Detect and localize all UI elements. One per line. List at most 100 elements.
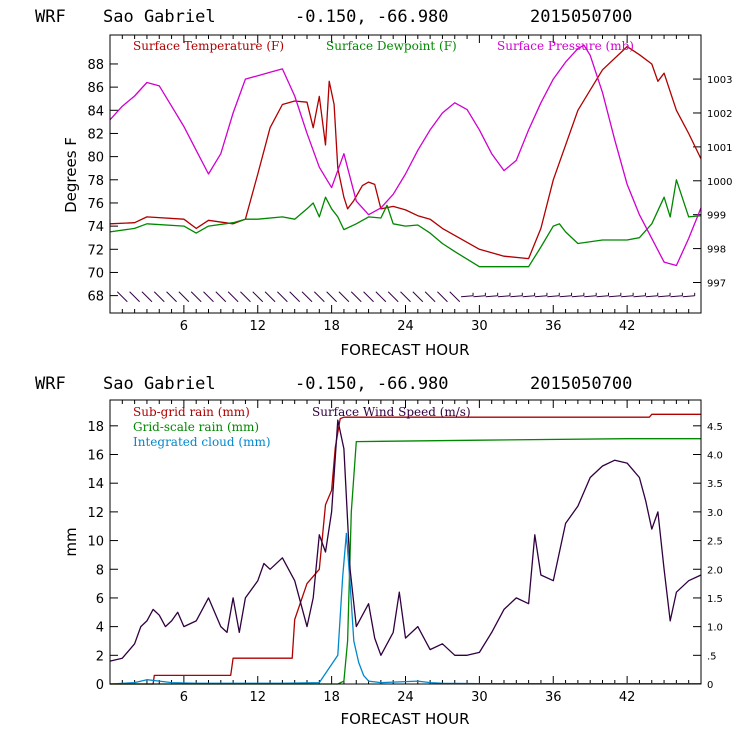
top-header-coords: -0.150, -66.980 xyxy=(295,7,449,27)
top-y-tick-label: 78 xyxy=(87,174,104,189)
bot-y-tick-label: 10 xyxy=(87,535,104,550)
top-x-tick-label: 18 xyxy=(323,319,340,334)
wind-barb xyxy=(277,291,288,303)
wind-barb xyxy=(461,295,474,298)
top-y-tick-label: 68 xyxy=(87,290,104,305)
top-y-tick-label: 74 xyxy=(87,220,104,235)
top-series-surface-pressure-mb xyxy=(109,44,702,267)
wind-barb xyxy=(338,291,350,303)
wind-barb xyxy=(497,295,511,298)
top-series-surface-temperature-f xyxy=(109,45,702,260)
bottom-left-axis-labels: 0 2 4 6 8 10 12 14 16 18 xyxy=(87,420,104,693)
bot-y-tick-label: 2 xyxy=(96,649,104,664)
wind-barb xyxy=(608,295,621,298)
wind-barb xyxy=(571,295,584,298)
legend-subgrid-rain: Sub-grid rain (mm) xyxy=(133,405,250,419)
wind-barb xyxy=(153,291,165,303)
legend-surface-wind-speed: Surface Wind Speed (m/s) xyxy=(312,405,471,419)
top-y-tick-label: 82 xyxy=(87,127,104,142)
wind-barb xyxy=(522,295,535,298)
wind-barb xyxy=(240,291,251,303)
bottom-plot-frame xyxy=(109,399,702,685)
top-y-tick-label: 72 xyxy=(87,243,104,258)
bot-y2-tick-label: 4.5 xyxy=(707,422,723,433)
top-y2-tick-label: 999 xyxy=(707,211,726,222)
wind-barb xyxy=(375,291,387,303)
bottom-header-run: 2015050700 xyxy=(530,374,632,394)
top-tick-marks xyxy=(110,35,701,313)
top-x-tick-label: 42 xyxy=(619,319,636,334)
bot-y-tick-label: 0 xyxy=(96,678,104,693)
wind-barb xyxy=(326,291,337,303)
wind-barb xyxy=(559,295,572,298)
bottom-header-model: WRF xyxy=(35,374,66,394)
legend-integrated-cloud: Integrated cloud (mm) xyxy=(133,435,271,449)
bot-y2-tick-label: 1.5 xyxy=(707,594,723,605)
top-y-tick-label: 88 xyxy=(87,58,104,73)
bottom-right-axis-labels: 0 .5 1.0 1.5 2.0 2.5 3.0 3.5 4.0 4.5 xyxy=(707,422,723,691)
bot-y-tick-label: 14 xyxy=(87,477,104,492)
wind-barb xyxy=(633,295,646,298)
wind-barb xyxy=(670,295,683,298)
top-y-tick-label: 70 xyxy=(87,266,104,281)
legend-surface-dewpoint: Surface Dewpoint (F) xyxy=(326,39,457,53)
top-x-tick-label: 6 xyxy=(180,319,188,334)
bot-x-tick-label: 12 xyxy=(249,690,266,705)
wind-barb xyxy=(116,291,128,303)
legend-surface-temperature: Surface Temperature (F) xyxy=(133,39,284,53)
top-y2-tick-label: 1002 xyxy=(707,109,732,120)
temperature-panel: 68 70 72 74 76 78 80 82 84 86 88 997 998 999 1000 1001… xyxy=(62,34,732,359)
top-y2-tick-label: 998 xyxy=(707,245,726,256)
legend-gridscale-rain: Grid-scale rain (mm) xyxy=(133,420,259,434)
top-y-tick-label: 80 xyxy=(87,151,104,166)
bottom-header-location: Sao Gabriel xyxy=(103,374,216,394)
bottom-series-lines xyxy=(109,413,702,685)
wind-barb xyxy=(252,291,264,303)
top-y2-tick-label: 1003 xyxy=(707,75,732,86)
top-header-location: Sao Gabriel xyxy=(103,7,216,27)
wind-barb xyxy=(584,295,597,298)
wind-barb xyxy=(449,291,461,303)
bot-y2-tick-label: 3.0 xyxy=(707,508,723,519)
top-y-tick-label: 76 xyxy=(87,197,104,212)
bot-x-tick-label: 36 xyxy=(545,690,562,705)
top-header-model: WRF xyxy=(35,7,66,27)
wind-barb xyxy=(190,291,202,303)
top-y-axis-label: Degrees F xyxy=(62,137,80,213)
bot-y2-tick-label: 3.5 xyxy=(707,479,723,490)
top-left-axis-labels: 68 70 72 74 76 78 80 82 84 86 88 xyxy=(87,58,104,305)
bot-y2-tick-label: 4.0 xyxy=(707,451,723,462)
top-y-tick-label: 86 xyxy=(87,81,104,96)
bot-y-tick-label: 16 xyxy=(87,449,104,464)
bot-x-tick-label: 18 xyxy=(323,690,340,705)
wind-barb xyxy=(437,291,448,303)
bot-y2-tick-label: .5 xyxy=(707,651,717,662)
wind-barb xyxy=(301,291,313,303)
wind-barb xyxy=(596,295,609,298)
bot-series-surface-wind-speed-m-s xyxy=(109,419,702,662)
wind-barb xyxy=(350,291,362,303)
top-x-tick-label: 36 xyxy=(545,319,562,334)
legend-surface-pressure: Surface Pressure (mb) xyxy=(497,39,634,53)
wind-barb xyxy=(289,291,301,303)
top-x-axis-labels: 6 12 18 24 30 36 42 xyxy=(180,319,636,334)
wind-barb xyxy=(215,291,227,303)
wind-barb xyxy=(203,291,214,303)
wind-barb xyxy=(313,291,325,303)
wind-barb xyxy=(387,291,399,303)
wind-barb xyxy=(534,295,547,298)
top-plot-frame xyxy=(109,34,702,314)
wind-barb xyxy=(363,291,374,303)
bot-y-tick-label: 12 xyxy=(87,506,104,521)
top-right-axis-labels: 997 998 999 1000 1001 1002 1003 xyxy=(707,75,732,289)
bot-x-tick-label: 6 xyxy=(180,690,188,705)
wind-barb xyxy=(645,295,658,298)
bot-series-integrated-cloud-mm xyxy=(109,532,701,685)
bot-y-tick-label: 18 xyxy=(87,420,104,435)
wind-barb xyxy=(547,295,560,298)
top-y-tick-label: 84 xyxy=(87,104,104,119)
bottom-x-axis-labels: 6 12 18 24 30 36 42 xyxy=(180,690,636,705)
bot-y-tick-label: 8 xyxy=(96,563,104,578)
